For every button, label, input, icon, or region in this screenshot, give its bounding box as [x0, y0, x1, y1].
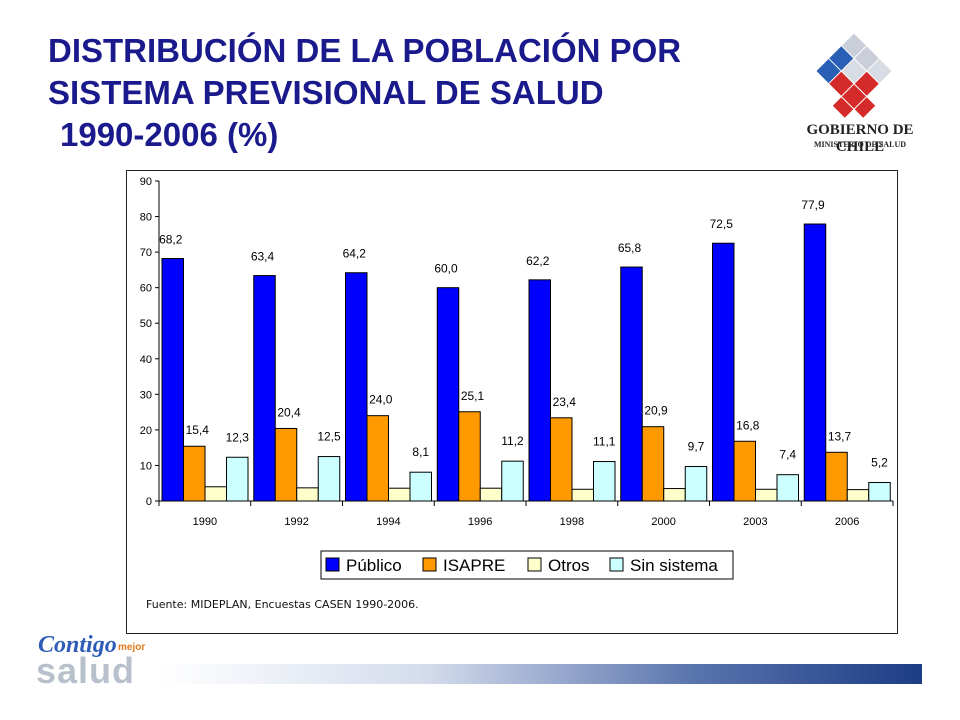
x-tick-label: 1998 [560, 516, 584, 528]
x-tick-label: 2000 [651, 516, 675, 528]
logo-text-ministerio: MINISTERIO DE SALUD [813, 140, 907, 149]
bar-otros [479, 487, 503, 502]
data-label: 9,7 [688, 440, 705, 454]
y-tick-label: 90 [140, 176, 152, 188]
x-tick-label: 1990 [193, 516, 217, 528]
x-tick-label: 2003 [743, 516, 767, 528]
data-label: 65,8 [618, 241, 642, 255]
bar-sin-sistema [868, 482, 891, 502]
bar-isapre [458, 411, 481, 502]
data-label: 23,4 [553, 395, 577, 409]
data-label: 24,0 [369, 393, 393, 407]
data-label: 63,4 [251, 250, 275, 264]
bar-público [345, 272, 368, 502]
bar-sin-sistema [317, 456, 341, 502]
page-title: DISTRIBUCIÓN DE LA POBLACIÓN POR SISTEMA… [48, 30, 681, 156]
data-label: 8,1 [412, 445, 429, 459]
y-tick-label: 0 [146, 496, 152, 508]
y-tick-label: 80 [140, 212, 152, 224]
bar-sin-sistema [409, 471, 432, 502]
bar-público [161, 258, 184, 502]
bar-isapre [550, 417, 573, 502]
legend-box [320, 550, 734, 580]
bar-isapre [733, 440, 756, 502]
data-label: 12,5 [317, 430, 341, 444]
footer-gradient-bar [160, 664, 922, 684]
logo-word-mejor: mejor [118, 642, 146, 653]
data-label: 16,8 [736, 418, 760, 432]
bar-público [528, 279, 551, 502]
legend-label: ISAPRE [443, 556, 505, 575]
data-label: 11,2 [501, 434, 524, 448]
bar-sin-sistema [593, 461, 616, 502]
data-label: 72,5 [710, 217, 734, 231]
chart-panel: 0 10 20 30 40 50 60 70 80 90 1990 1992 1994 1996 1998 2… [126, 170, 898, 634]
bar-isapre [825, 451, 848, 502]
y-tick-label: 40 [140, 354, 152, 366]
title-line-2: SISTEMA PREVISIONAL DE SALUD [48, 74, 604, 111]
source-note: Fuente: MIDEPLAN, Encuestas CASEN 1990-2… [146, 598, 419, 611]
logo-word-salud: salud [36, 650, 136, 691]
bar-chart: 0 10 20 30 40 50 60 70 80 90 1990 1992 1994 1996 1998 2… [140, 176, 894, 580]
legend-swatch-público [325, 557, 340, 572]
bar-sin-sistema [776, 474, 799, 502]
y-tick-label: 70 [140, 247, 152, 259]
data-label: 15,4 [186, 423, 210, 437]
legend-label: Público [346, 556, 402, 575]
data-label: 20,4 [277, 405, 301, 419]
bar-público [803, 223, 827, 502]
x-tick-label: 2006 [835, 516, 859, 528]
bar-otros [296, 487, 319, 502]
bar-otros [388, 487, 411, 502]
bar-público [712, 242, 735, 502]
data-label: 68,2 [159, 233, 183, 247]
data-label: 5,2 [871, 456, 888, 470]
x-tick-label: 1996 [468, 516, 492, 528]
bar-público [253, 275, 276, 502]
y-tick-label: 10 [140, 460, 152, 472]
government-emblem-icon [816, 33, 892, 118]
data-label: 13,7 [828, 429, 852, 443]
bar-otros [755, 488, 778, 502]
data-label: 25,1 [461, 389, 485, 403]
legend-swatch-otros [527, 557, 542, 572]
title-line-3: 1990-2006 (%) [60, 116, 279, 153]
bar-otros [571, 488, 594, 502]
x-tick-label: 1994 [376, 516, 400, 528]
x-tick-label: 1992 [284, 516, 308, 528]
government-logo: GOBIERNO DE CHILE MINISTERIO DE SALUD [790, 30, 930, 160]
legend-swatch-isapre [422, 557, 437, 572]
bar-sin-sistema [501, 460, 524, 502]
data-label: 60,0 [434, 262, 458, 276]
bar-público [620, 266, 643, 502]
legend-swatch-sin-sistema [609, 557, 624, 572]
bar-otros [204, 486, 227, 502]
bar-isapre [641, 426, 665, 502]
logo-text-gobierno: GOBIERNO DE CHILE [806, 122, 914, 155]
y-tick-label: 60 [140, 283, 152, 295]
contigo-mejor-salud-logo: Contigo mejor salud [36, 632, 156, 692]
logo-word-contigo: Contigo [38, 632, 117, 658]
bar-público [436, 287, 460, 502]
bar-otros [663, 488, 686, 502]
bar-sin-sistema [684, 466, 708, 502]
title-line-1: DISTRIBUCIÓN DE LA POBLACIÓN POR [48, 32, 682, 69]
bar-isapre [183, 445, 206, 502]
data-label: 20,9 [644, 404, 668, 418]
bar-otros [846, 489, 870, 502]
bar-sin-sistema [226, 456, 249, 502]
legend-label: Otros [548, 556, 590, 575]
data-label: 62,2 [526, 254, 550, 268]
y-tick-label: 20 [140, 425, 152, 437]
bar-isapre [366, 415, 389, 502]
legend-label: Sin sistema [630, 556, 718, 575]
data-label: 11,1 [593, 435, 616, 449]
y-tick-label: 30 [140, 389, 152, 401]
data-label: 64,2 [343, 247, 367, 261]
data-label: 77,9 [801, 198, 825, 212]
y-tick-label: 50 [140, 318, 152, 330]
bar-isapre [274, 427, 298, 502]
data-label: 12,3 [226, 430, 250, 444]
data-label: 7,4 [779, 448, 796, 462]
